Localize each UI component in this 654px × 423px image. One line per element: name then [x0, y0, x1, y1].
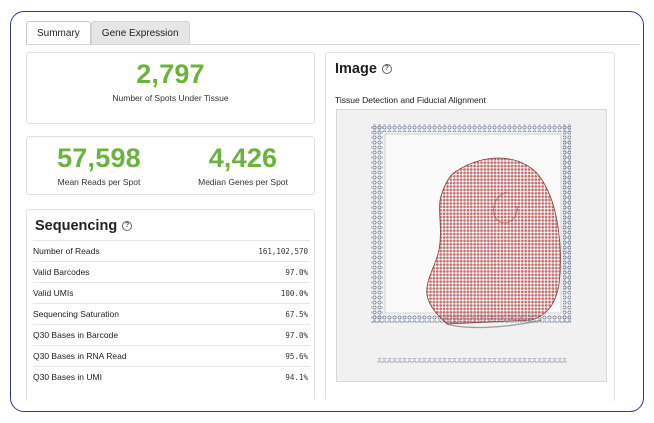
row-label: Number of Reads: [33, 246, 100, 256]
image-title: Image: [335, 61, 377, 77]
row-label: Sequencing Saturation: [33, 309, 120, 319]
row-value: 100.0%: [280, 288, 308, 298]
reads-genes-card: 57,598 Mean Reads per Spot 4,426 Median …: [26, 136, 315, 195]
fiducial-extra: [377, 358, 567, 363]
mean-reads-label: Mean Reads per Spot: [57, 177, 141, 187]
table-row: Valid Barcodes 97.0%: [33, 261, 310, 282]
table-row: Number of Reads 161,102,570: [33, 240, 310, 261]
tissue-edge: [446, 319, 543, 329]
tissue-section: [426, 157, 561, 325]
row-label: Q30 Bases in RNA Read: [33, 351, 127, 361]
table-row: Sequencing Saturation 67.5%: [33, 303, 310, 324]
sequencing-table: Number of Reads 161,102,570 Valid Barcod…: [33, 240, 310, 387]
row-label: Valid UMIs: [33, 288, 74, 298]
tab-divider: [26, 44, 640, 45]
row-label: Q30 Bases in Barcode: [33, 330, 119, 340]
tissue-detection-image: [371, 124, 571, 363]
spots-label: Number of Spots Under Tissue: [112, 93, 229, 103]
image-subtitle: Tissue Detection and Fiducial Alignment: [335, 95, 486, 105]
row-value: 94.1%: [285, 372, 308, 382]
row-value: 97.0%: [285, 267, 308, 277]
row-label: Q30 Bases in UMI: [33, 372, 102, 382]
table-row: Valid UMIs 100.0%: [33, 282, 310, 303]
tissue-structure: [492, 191, 518, 224]
spots-value: 2,797: [136, 59, 205, 89]
sequencing-title-row: Sequencing ?: [35, 218, 133, 234]
tissue-image: [336, 109, 607, 382]
help-icon[interactable]: ?: [381, 64, 392, 74]
fiducial-top: [371, 124, 571, 132]
median-genes-label: Median Genes per Spot: [198, 177, 288, 187]
sequencing-title: Sequencing: [35, 218, 118, 234]
fiducial-right-inner: [563, 140, 571, 290]
row-value: 97.0%: [285, 330, 308, 340]
image-title-row: Image ?: [335, 61, 392, 77]
row-value: 161,102,570: [258, 246, 308, 256]
row-value: 95.6%: [285, 351, 308, 361]
help-icon[interactable]: ?: [122, 221, 133, 231]
table-row: Q30 Bases in UMI 94.1%: [33, 366, 310, 387]
table-row: Q30 Bases in RNA Read 95.6%: [33, 345, 310, 366]
mean-reads-value: 57,598: [57, 143, 141, 173]
fiducial-left: [371, 124, 383, 323]
table-row: Q30 Bases in Barcode 97.0%: [33, 324, 310, 345]
row-label: Valid Barcodes: [33, 267, 90, 277]
row-value: 67.5%: [285, 309, 308, 319]
spots-card: 2,797 Number of Spots Under Tissue: [26, 52, 315, 124]
tab-summary[interactable]: Summary: [26, 21, 91, 45]
median-genes-value: 4,426: [208, 143, 278, 173]
sequencing-card: Sequencing ? Number of Reads 161,102,570…: [26, 209, 315, 401]
tab-bar: Summary Gene Expression: [26, 21, 190, 45]
tab-gene-expression[interactable]: Gene Expression: [90, 21, 190, 45]
image-card: Image ? Tissue Detection and Fiducial Al…: [325, 52, 615, 401]
